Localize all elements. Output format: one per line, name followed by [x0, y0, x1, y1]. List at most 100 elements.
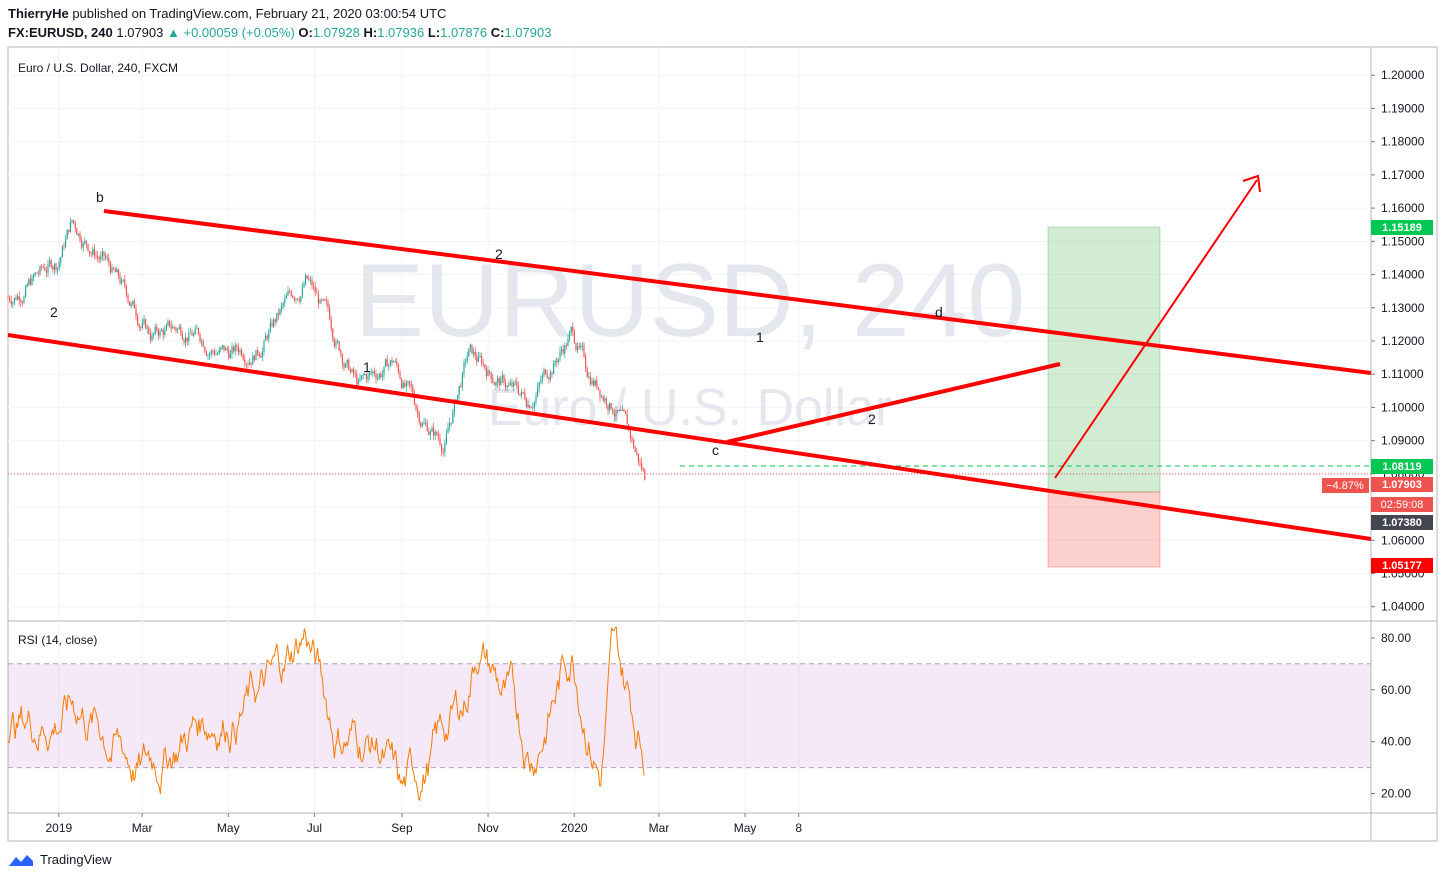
- price-change: ▲ +0.00059 (+0.05%): [167, 25, 295, 40]
- lower-channel-line[interactable]: [7, 333, 1372, 541]
- candle-body: [575, 343, 577, 351]
- candle-body: [450, 422, 452, 424]
- candle-body: [68, 229, 70, 232]
- rsi-tick-label: 20.00: [1381, 787, 1411, 801]
- candle-body: [314, 286, 316, 293]
- trendlines[interactable]: [7, 174, 1372, 541]
- candle-body: [599, 389, 601, 398]
- candle-body: [172, 327, 174, 329]
- candle-body: [324, 299, 326, 301]
- candle-body: [308, 278, 310, 281]
- candle-body: [393, 361, 395, 363]
- candle-body: [293, 297, 295, 300]
- candle-body: [65, 239, 67, 247]
- candle-series: [7, 217, 646, 481]
- candle-body: [641, 462, 643, 470]
- price-tick-label: 1.19000: [1381, 101, 1425, 115]
- candle-body: [34, 272, 36, 276]
- candle-body: [493, 382, 495, 386]
- time-tick-label: Nov: [477, 821, 498, 835]
- level-badge: [1371, 515, 1433, 530]
- price-tick-label: 1.16000: [1381, 201, 1425, 215]
- candle-body: [629, 428, 631, 438]
- candle-body: [245, 364, 247, 365]
- candle-body: [241, 350, 243, 356]
- candle-body: [593, 380, 595, 386]
- candle-body: [301, 287, 303, 297]
- candle-body: [159, 331, 161, 336]
- candle-body: [253, 355, 255, 361]
- candle-body: [530, 407, 532, 409]
- candle-body: [636, 451, 638, 454]
- candle-body: [183, 339, 185, 343]
- candle-body: [533, 402, 535, 408]
- time-tick-label: Jul: [307, 821, 322, 835]
- price-tick-label: 1.04000: [1381, 600, 1425, 614]
- level-badge-text: 1.07380: [1382, 517, 1422, 529]
- wedge-support-line[interactable]: [726, 362, 1061, 444]
- candle-body: [225, 348, 227, 351]
- candle-body: [60, 257, 62, 263]
- upper-channel-line[interactable]: [103, 209, 1372, 375]
- candle-body: [532, 407, 534, 409]
- candle-body: [466, 356, 468, 362]
- candle-body: [367, 375, 369, 380]
- candle-body: [554, 360, 556, 364]
- wave-label-1: 1: [363, 359, 371, 375]
- long-position-profit-zone[interactable]: [1047, 226, 1161, 493]
- candle-body: [20, 300, 22, 303]
- time-axis[interactable]: 2019 Mar May Jul Sep Nov 2020 Mar May 8: [45, 813, 802, 835]
- rsi-legend[interactable]: RSI (14, close): [18, 633, 97, 647]
- candle-body: [404, 383, 406, 387]
- candle-body: [613, 413, 615, 417]
- candle-body: [509, 382, 511, 386]
- tradingview-brand[interactable]: TradingView: [40, 852, 112, 867]
- candle-body: [61, 246, 63, 258]
- candle-body: [249, 362, 251, 365]
- candle-body: [101, 251, 103, 257]
- author-name[interactable]: ThierryHe: [8, 6, 69, 21]
- candle-body: [28, 279, 30, 285]
- tradingview-logo-icon[interactable]: [8, 853, 34, 867]
- candle-body: [287, 291, 289, 296]
- candle-body: [234, 345, 236, 352]
- candle-body: [340, 350, 342, 355]
- candle-body: [442, 452, 444, 453]
- low-label: L:: [427, 25, 441, 40]
- candle-body: [236, 345, 238, 348]
- candle-body: [433, 427, 435, 436]
- candle-body: [597, 387, 599, 390]
- countdown-badge-text: 02:59:08: [1381, 499, 1424, 511]
- stop-badge: [1371, 558, 1433, 573]
- main-series-legend[interactable]: Euro / U.S. Dollar, 240, FXCM: [18, 61, 178, 75]
- candle-body: [437, 434, 439, 438]
- entry-badge: [1371, 459, 1433, 474]
- price-tick-label: 1.09000: [1381, 434, 1425, 448]
- candle-body: [242, 355, 244, 360]
- candle-body: [556, 360, 558, 363]
- price-axis[interactable]: 1.20000 1.19000 1.18000 1.17000 1.16000 1.150…: [1371, 68, 1425, 614]
- candle-body: [621, 409, 623, 411]
- candle-body: [429, 431, 431, 435]
- candle-body: [297, 298, 299, 300]
- candle-body: [385, 359, 387, 367]
- candle-body: [121, 280, 123, 284]
- candle-body: [47, 264, 49, 273]
- candle-body: [605, 398, 607, 405]
- candle-body: [15, 297, 17, 300]
- candle-body: [76, 228, 78, 235]
- candle-body: [71, 220, 73, 223]
- countdown-badge: [1371, 497, 1433, 512]
- rsi-line: [7, 627, 645, 801]
- chart-frame: [7, 46, 1438, 842]
- symbol-label[interactable]: FX:EURUSD, 240: [8, 25, 113, 40]
- candle-body: [577, 346, 579, 351]
- candle-body: [156, 326, 158, 331]
- candle-body: [189, 332, 191, 334]
- candle-body: [127, 295, 129, 302]
- candle-body: [335, 342, 337, 347]
- projection-arrow-line[interactable]: [1054, 179, 1258, 479]
- candle-body: [57, 267, 59, 270]
- candle-body: [565, 345, 567, 347]
